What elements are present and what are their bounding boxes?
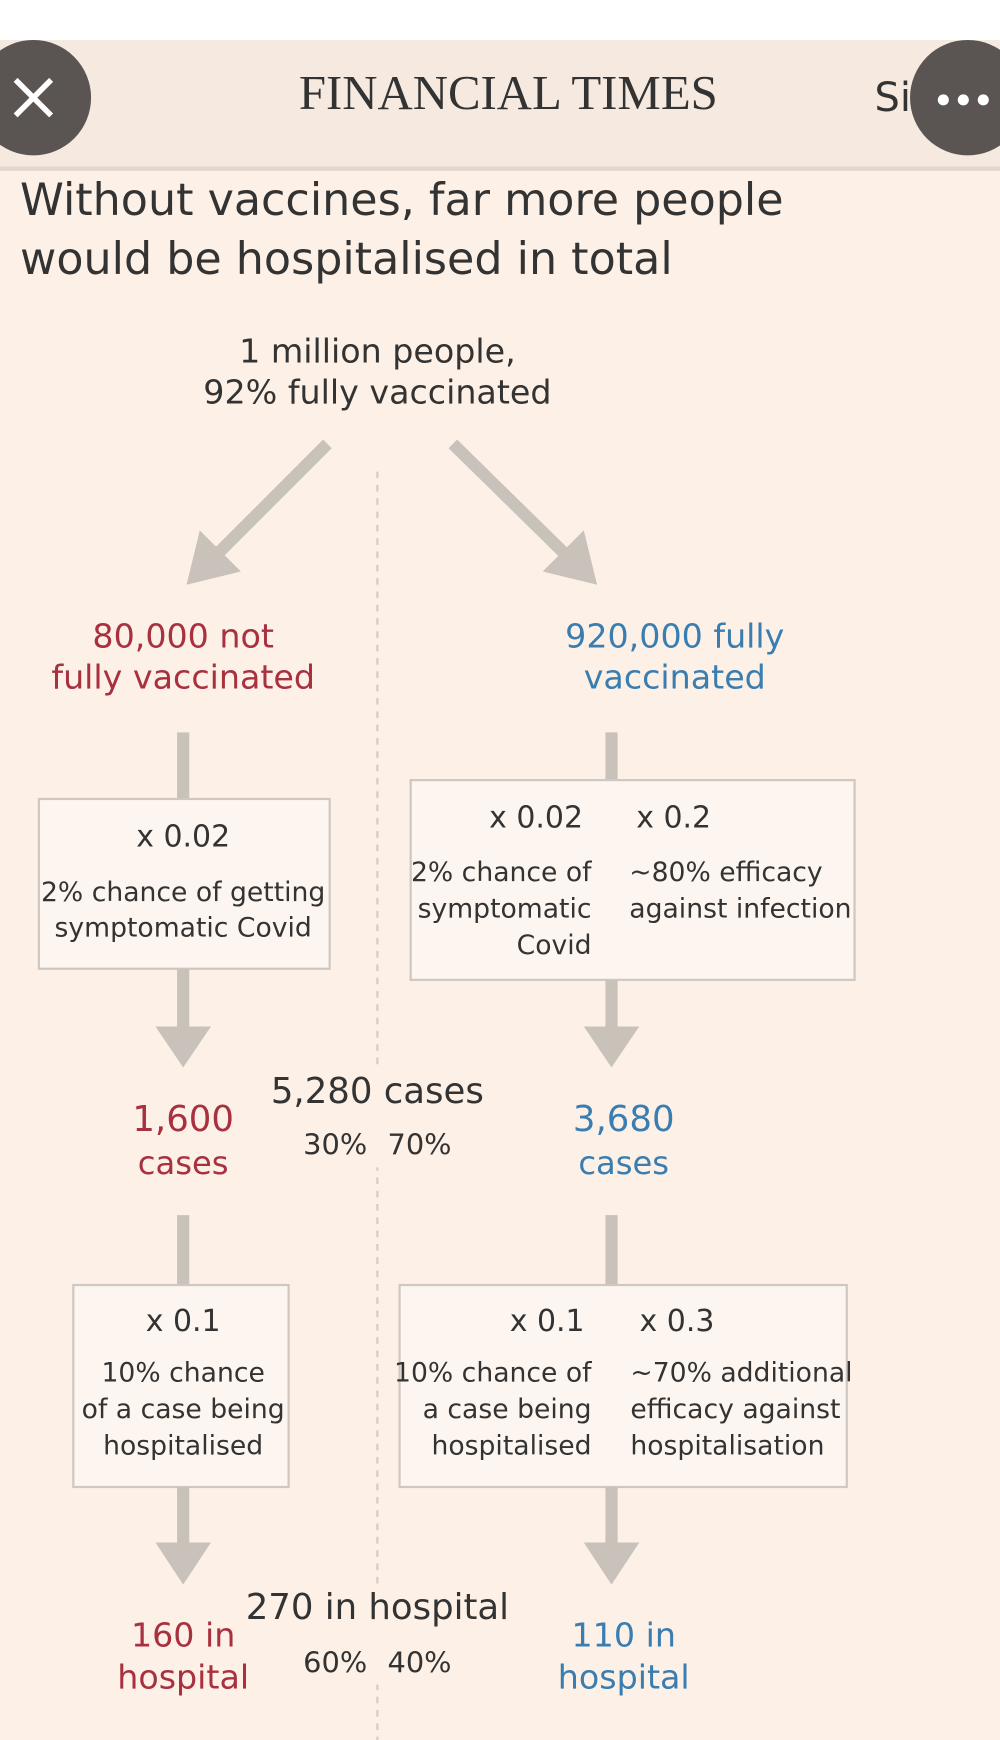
split-share: 30% (303, 1127, 367, 1161)
close-button[interactable] (0, 39, 92, 156)
hospital-label: hospital (117, 1657, 249, 1696)
note: Covid (517, 930, 592, 961)
factor: x 0.1 (146, 1304, 221, 1339)
cases-value: 3,680 (573, 1099, 675, 1140)
hospital-value: 110 in (572, 1615, 676, 1654)
split-arrow-right (448, 439, 598, 585)
hospital-value: 160 in (131, 1615, 235, 1654)
total-label: 5,280 cases (271, 1071, 484, 1112)
brand-title: FINANCIAL TIMES (299, 65, 718, 120)
group-label: fully vaccinated (51, 658, 315, 697)
arrow-head (583, 1542, 640, 1585)
cases-value: 1,600 (132, 1099, 234, 1140)
arrow-head (583, 1026, 640, 1068)
step-box (398, 1283, 848, 1489)
root-label: 92% fully vaccinated (203, 372, 551, 411)
note: 10% chance of (394, 1357, 592, 1388)
factor: x 0.02 (489, 800, 583, 835)
group-label: 920,000 fully (565, 617, 784, 656)
status-strip (0, 0, 1000, 40)
note: symptomatic (418, 893, 592, 924)
note: 10% chance (101, 1357, 264, 1388)
total-label: 270 in hospital (246, 1587, 509, 1628)
note: against infection (629, 893, 851, 924)
total-backdrop (253, 1584, 504, 1685)
cases-label: cases (578, 1144, 669, 1182)
header-bar (0, 39, 1000, 169)
note: hospitalised (103, 1431, 263, 1462)
factor: x 0.2 (636, 800, 711, 835)
split-arrow-left (186, 439, 332, 585)
split-share: 40% (387, 1646, 451, 1680)
split-share: 70% (387, 1127, 451, 1161)
note: 2% chance of getting (41, 877, 325, 908)
more-button[interactable] (910, 39, 1000, 156)
split-share: 60% (303, 1646, 367, 1680)
cases-label: cases (138, 1144, 229, 1182)
group-label: vaccinated (584, 658, 766, 697)
arrow-head (155, 1542, 211, 1585)
note: a case being (423, 1394, 592, 1425)
note: hospitalised (432, 1431, 592, 1462)
note: of a case being (82, 1394, 285, 1425)
note: symptomatic Covid (55, 912, 312, 943)
factor: x 0.3 (640, 1304, 715, 1339)
headline: Without vaccines, far more people (20, 175, 784, 226)
headline: would be hospitalised in total (20, 234, 673, 285)
total-backdrop (275, 1067, 487, 1168)
note: ~70% additional (630, 1357, 852, 1388)
note: efficacy against (630, 1394, 840, 1425)
hospital-label: hospital (558, 1657, 690, 1696)
note: ~80% efficacy (629, 857, 822, 888)
step-box (409, 779, 856, 981)
header-shadow (0, 166, 1000, 171)
note: hospitalisation (630, 1431, 824, 1462)
factor: x 0.1 (510, 1304, 585, 1339)
step-box (72, 1283, 290, 1489)
factor: x 0.02 (136, 819, 230, 854)
arrow-head (155, 1026, 211, 1068)
note: 2% chance of (411, 857, 592, 888)
root-label: 1 million people, (239, 331, 516, 370)
group-label: 80,000 not (92, 617, 274, 656)
